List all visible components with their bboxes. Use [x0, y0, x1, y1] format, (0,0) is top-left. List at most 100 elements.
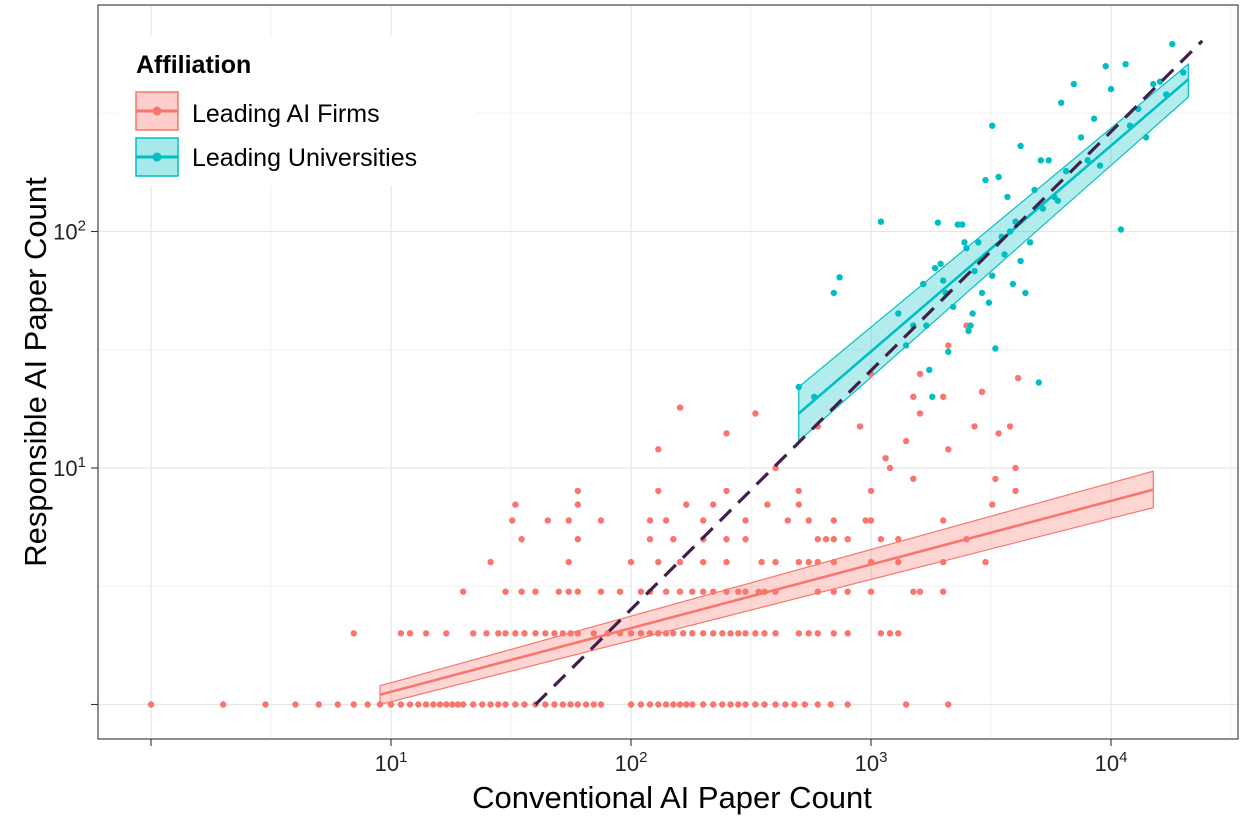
data-point: [262, 701, 269, 708]
data-point: [364, 701, 371, 708]
data-point: [627, 701, 635, 708]
data-point: [590, 630, 597, 637]
data-point: [814, 558, 821, 566]
data-point: [700, 558, 707, 566]
data-point: [1039, 205, 1047, 212]
data-point: [752, 701, 759, 708]
data-point: [334, 701, 341, 708]
data-point: [926, 366, 933, 374]
data-point: [961, 239, 968, 246]
data-point: [1035, 379, 1043, 386]
data-point: [637, 588, 645, 595]
data-point: [646, 536, 654, 543]
data-point: [518, 536, 525, 543]
data-point: [755, 588, 762, 595]
data-point: [220, 701, 227, 708]
data-point: [969, 310, 976, 317]
data-point: [430, 701, 437, 708]
data-point: [822, 536, 830, 543]
data-point: [945, 342, 952, 349]
data-point: [967, 322, 974, 329]
data-point: [1054, 197, 1062, 204]
data-point: [387, 701, 395, 708]
data-point: [565, 517, 572, 524]
data-point: [1150, 80, 1157, 88]
data-point: [830, 558, 837, 566]
data-point: [764, 501, 771, 508]
data-point: [710, 630, 717, 637]
data-point: [1096, 162, 1104, 169]
data-point: [995, 173, 1002, 181]
data-point: [710, 701, 717, 708]
data-point: [1006, 228, 1014, 235]
data-point: [397, 630, 405, 637]
data-point: [723, 487, 730, 495]
data-point: [710, 501, 717, 508]
data-point: [646, 517, 654, 524]
data-point: [680, 630, 687, 637]
data-point: [495, 630, 502, 637]
data-point: [422, 630, 430, 637]
data-point: [902, 437, 910, 445]
data-point: [350, 701, 357, 708]
data-point: [1077, 134, 1085, 141]
data-point: [982, 176, 989, 184]
data-point: [727, 701, 734, 708]
data-point: [910, 588, 917, 595]
data-point: [877, 218, 885, 225]
data-point: [1017, 257, 1024, 265]
plot-panel-border: [97, 4, 1239, 740]
data-point: [742, 536, 749, 543]
data-point: [1163, 91, 1170, 98]
data-point: [1017, 142, 1024, 150]
data-point: [954, 221, 961, 228]
data-point: [689, 701, 696, 708]
data-point: [597, 588, 605, 595]
data-point: [772, 701, 779, 708]
data-point: [1004, 193, 1011, 201]
data-point: [683, 701, 690, 708]
data-point: [735, 701, 742, 708]
data-point: [795, 501, 802, 508]
data-point: [415, 701, 422, 708]
data-point: [479, 701, 486, 708]
reference-line: [534, 39, 1204, 706]
data-point: [844, 588, 851, 595]
data-point: [916, 370, 924, 378]
data-point: [542, 630, 549, 637]
data-point: [945, 348, 952, 355]
data-point: [470, 701, 477, 708]
data-point: [487, 558, 494, 566]
data-point: [1126, 122, 1134, 129]
data-point: [1001, 251, 1008, 258]
data-point: [689, 588, 696, 595]
data-point: [772, 630, 779, 637]
data-point: [1102, 62, 1109, 70]
data-point: [676, 558, 684, 566]
data-point: [814, 630, 821, 637]
data-point: [902, 342, 910, 349]
data-point: [940, 393, 947, 400]
y-tick-label: 101: [53, 454, 86, 481]
data-point: [945, 446, 952, 453]
data-point: [795, 487, 802, 495]
data-point: [877, 536, 885, 543]
data-point: [470, 630, 477, 637]
data-point: [940, 588, 947, 595]
data-point: [844, 536, 851, 543]
x-axis-title: Conventional AI Paper Count: [472, 780, 872, 815]
y-axis-title: Responsible AI Paper Count: [18, 177, 53, 567]
data-point: [700, 517, 707, 524]
data-point: [784, 517, 791, 524]
data-point: [406, 701, 414, 708]
data-point: [670, 701, 677, 708]
data-point: [487, 701, 494, 708]
data-point: [676, 588, 684, 595]
data-point: [895, 310, 902, 317]
data-points: [147, 40, 1187, 708]
data-point: [1107, 85, 1115, 93]
data-point: [512, 701, 519, 708]
data-point: [147, 701, 155, 708]
data-point: [923, 322, 930, 329]
data-point: [916, 410, 924, 417]
